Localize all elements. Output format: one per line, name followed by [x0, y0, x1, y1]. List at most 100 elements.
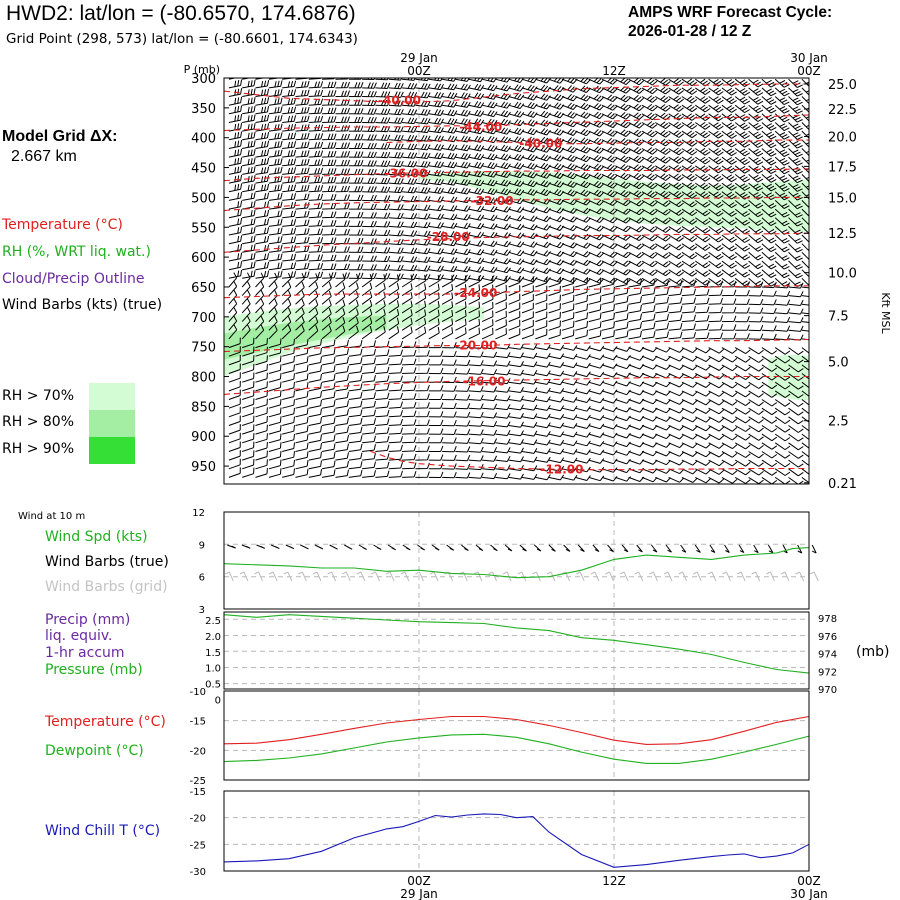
- wind-barb: [801, 477, 809, 484]
- wind-barb: [601, 242, 618, 250]
- wind-barb: [402, 230, 418, 237]
- wind-barb-true: [329, 544, 338, 550]
- wind-barb: [668, 234, 684, 242]
- wind-barb: [575, 189, 591, 197]
- wind-barb: [308, 141, 324, 149]
- wind-barb: [402, 221, 418, 228]
- wind-barb: [362, 374, 376, 383]
- wind-barb: [628, 190, 645, 198]
- wind-barb: [801, 407, 809, 415]
- wind-barb: [641, 155, 658, 164]
- wind-barb-grid: [342, 571, 351, 582]
- wind-barb: [561, 277, 575, 288]
- wind-barb: [535, 302, 548, 314]
- wind-barb: [282, 193, 297, 201]
- wind-barb: [681, 225, 698, 234]
- wind-barb: [801, 433, 809, 441]
- windchill-ytick-label-0: -15: [190, 787, 206, 798]
- wind-barb: [362, 426, 376, 435]
- wind-barb: [681, 399, 698, 406]
- wind-barb: [761, 355, 778, 364]
- wind-barb: [375, 134, 391, 141]
- wind-barb: [668, 331, 683, 340]
- wind-barb: [495, 240, 511, 248]
- wind-barb: [668, 243, 684, 251]
- wind-barb: [601, 85, 618, 94]
- wind-barb: [774, 390, 791, 399]
- wind-barb: [535, 145, 551, 153]
- wind-barb: [761, 425, 778, 433]
- wind-barb: [402, 393, 417, 400]
- wind-barb: [268, 218, 283, 227]
- wind-barb: [375, 317, 386, 331]
- wind-barb: [282, 390, 295, 400]
- wind-barb: [242, 270, 256, 279]
- legend-rh: RH (%, WRT liq. wat.): [2, 244, 151, 260]
- wind-barb: [362, 452, 376, 461]
- wind-barb: [748, 260, 764, 270]
- wind-barb: [641, 199, 658, 207]
- wind-barb: [375, 453, 390, 461]
- wind-barb: [628, 199, 645, 207]
- wind-barb: [228, 269, 243, 279]
- wind-barb: [748, 217, 764, 226]
- wind-barb: [481, 301, 494, 314]
- wind-barb: [774, 148, 790, 157]
- wind-barb: [761, 381, 778, 390]
- wind-barb: [681, 364, 698, 371]
- wind-barb: [761, 208, 777, 218]
- wind-barb: [615, 346, 631, 352]
- wind-barb: [708, 390, 725, 397]
- wind-barb: [282, 347, 295, 357]
- wind-barb: [455, 394, 471, 401]
- wind-barb: [282, 399, 295, 409]
- wind-barb: [601, 278, 615, 288]
- wind-barb: [335, 469, 349, 478]
- wind-barb: [495, 319, 507, 331]
- wind-barb: [228, 406, 241, 418]
- wind-barb: [788, 433, 804, 442]
- wind-barb: [455, 100, 471, 108]
- wind-barb: [748, 298, 764, 306]
- wind-barb: [495, 302, 507, 314]
- wind-barb: [468, 101, 485, 109]
- wind-barb: [442, 359, 457, 366]
- wind-barb: [335, 400, 349, 409]
- wind-barb: [455, 318, 467, 331]
- wind-barb: [415, 454, 430, 461]
- wind-barb: [375, 125, 391, 133]
- wind-barb: [601, 380, 618, 387]
- wind-barb: [588, 163, 605, 172]
- wind-barb: [348, 443, 363, 452]
- wind-barb: [721, 217, 737, 226]
- wind-barb: [442, 118, 458, 125]
- wind-barb: [788, 208, 803, 218]
- wind-barb: [241, 315, 251, 331]
- wind-barb: [255, 123, 270, 132]
- wind-barb-grid: [429, 571, 439, 582]
- wind-barb: [788, 299, 804, 306]
- wind-barb-true: [373, 544, 382, 551]
- wind-barb: [734, 459, 751, 467]
- wind-barb: [402, 256, 418, 263]
- wind-barb: [255, 114, 270, 123]
- wind-barb: [335, 168, 350, 175]
- wind-barb: [268, 433, 282, 444]
- wind-barb: [295, 219, 310, 227]
- wind-barb: [228, 235, 243, 245]
- wind-barb: [495, 386, 511, 393]
- wind-barb: [388, 91, 404, 98]
- wind-barb: [508, 171, 525, 179]
- wind-barb: [468, 351, 484, 358]
- wind-barb: [468, 301, 480, 314]
- wind-barb: [734, 251, 751, 261]
- wind-barb: [548, 320, 561, 331]
- wind-barb-grid: [663, 571, 673, 582]
- wind-barb: [348, 229, 364, 236]
- wind-barb: [295, 124, 310, 132]
- wind-barb: [734, 399, 751, 407]
- wind-barb: [535, 180, 551, 188]
- wind-barb: [415, 471, 430, 478]
- wind-barb: [508, 153, 525, 161]
- wind-barb: [495, 360, 511, 367]
